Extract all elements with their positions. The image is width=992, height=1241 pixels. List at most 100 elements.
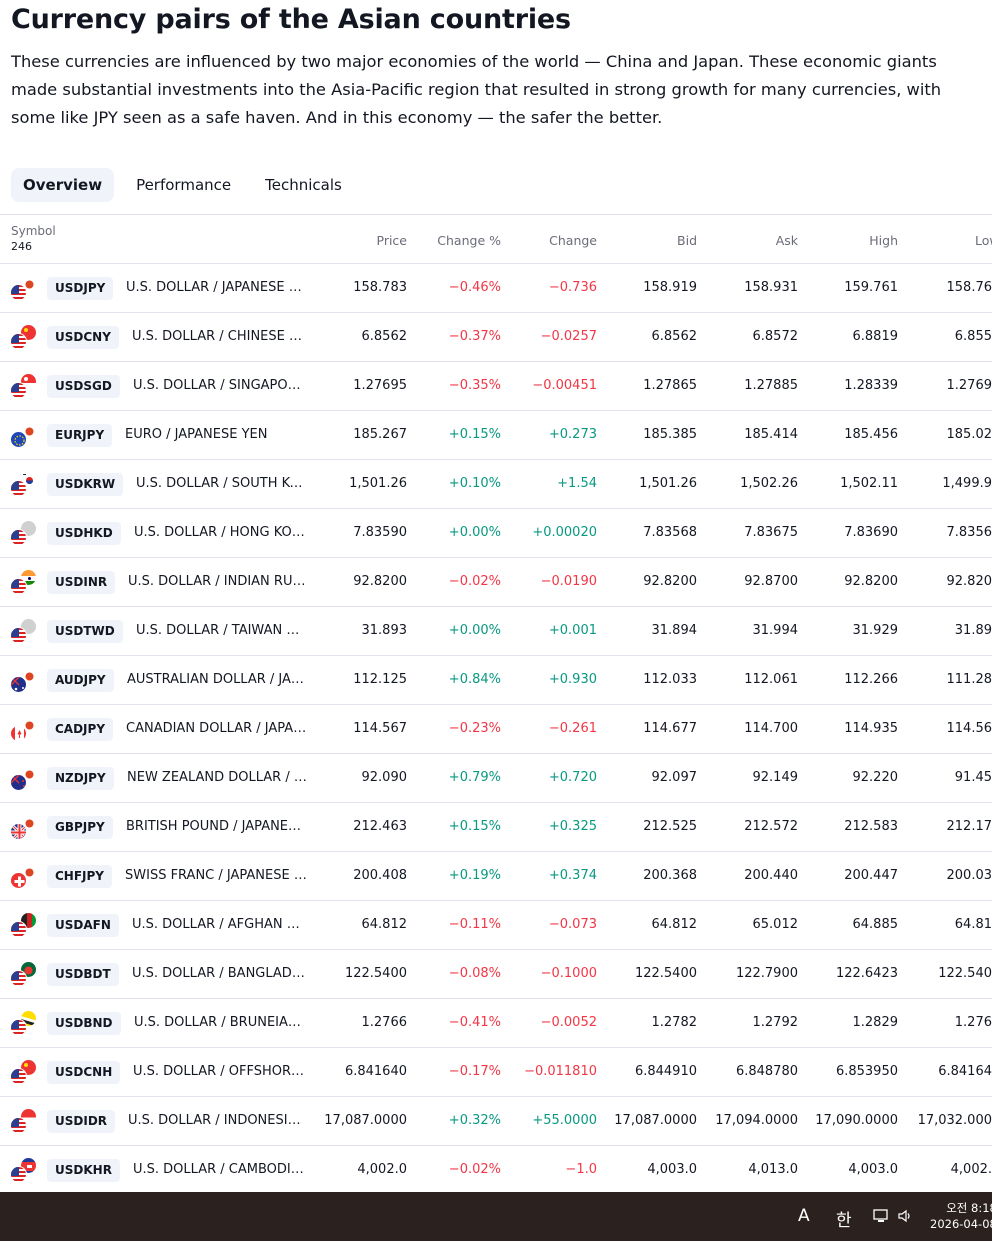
currency-pair-flag-icon bbox=[10, 569, 37, 595]
ticker-badge[interactable]: GBPJPY bbox=[47, 816, 113, 839]
change-pct-column-header[interactable]: Change % bbox=[437, 233, 501, 248]
pair-description[interactable]: U.S. DOLLAR / AFGHAN AFG... bbox=[132, 917, 307, 932]
tab-technicals[interactable]: Technicals bbox=[265, 176, 342, 194]
ticker-badge[interactable]: CADJPY bbox=[47, 718, 114, 741]
change-cell: −0.073 bbox=[548, 917, 597, 932]
symbol-count: 246 bbox=[11, 240, 32, 253]
price-cell: 92.8200 bbox=[353, 574, 407, 589]
ticker-badge[interactable]: USDCNY bbox=[47, 326, 119, 349]
change-cell: −1.0 bbox=[565, 1162, 597, 1177]
pair-description[interactable]: SWISS FRANC / JAPANESE YEN bbox=[125, 868, 307, 883]
pair-description[interactable]: AUSTRALIAN DOLLAR / JAPA... bbox=[127, 672, 307, 687]
low-column-header[interactable]: Low bbox=[975, 233, 992, 248]
table-row[interactable]: USDBDT U.S. DOLLAR / BANGLADESH... 122.540… bbox=[0, 950, 992, 999]
ticker-badge[interactable]: USDSGD bbox=[47, 375, 120, 398]
pair-description[interactable]: EURO / JAPANESE YEN bbox=[125, 427, 268, 442]
table-row[interactable]: EURJPY EURO / JAPANESE YEN 185.267 +0.15% +0… bbox=[0, 411, 992, 460]
pair-description[interactable]: BRITISH POUND / JAPANESE ... bbox=[126, 819, 307, 834]
ticker-badge[interactable]: USDBDT bbox=[47, 963, 119, 986]
pair-description[interactable]: CANADIAN DOLLAR / JAPANE... bbox=[126, 721, 307, 736]
hangul-mode-indicator[interactable]: 한 bbox=[836, 1211, 852, 1231]
change-column-header[interactable]: Change bbox=[549, 233, 597, 248]
pair-description[interactable]: U.S. DOLLAR / SOUTH KORE... bbox=[136, 476, 307, 491]
ticker-badge[interactable]: USDCNH bbox=[47, 1061, 121, 1084]
ticker-badge[interactable]: USDJPY bbox=[47, 277, 114, 300]
symbol-column-header[interactable]: Symbol 246 bbox=[11, 224, 56, 254]
ticker-badge[interactable]: USDBND bbox=[47, 1012, 121, 1035]
table-row[interactable]: USDKHR U.S. DOLLAR / CAMBODIAN ... 4,002.0… bbox=[0, 1146, 992, 1194]
ask-cell: 6.8572 bbox=[752, 329, 799, 344]
pair-description[interactable]: U.S. DOLLAR / JAPANESE YEN bbox=[126, 280, 307, 295]
currency-pair-flag-icon bbox=[10, 1108, 37, 1134]
high-column-header[interactable]: High bbox=[869, 233, 898, 248]
pair-description[interactable]: U.S. DOLLAR / TAIWAN NEW... bbox=[136, 623, 307, 638]
tab-overview[interactable]: Overview bbox=[11, 168, 115, 202]
table-row[interactable]: NZDJPY NEW ZEALAND DOLLAR / JA... 92.090 +0… bbox=[0, 754, 992, 803]
ticker-badge[interactable]: CHFJPY bbox=[47, 865, 112, 888]
table-row[interactable]: USDKRW U.S. DOLLAR / SOUTH KORE... 1,501.2… bbox=[0, 460, 992, 509]
pair-description[interactable]: U.S. DOLLAR / INDIAN RUPEE bbox=[128, 574, 307, 589]
base-currency-flag-icon bbox=[10, 382, 27, 399]
base-currency-flag-icon bbox=[10, 284, 27, 301]
pair-description[interactable]: U.S. DOLLAR / SINGAPORE D... bbox=[133, 378, 307, 393]
table-row[interactable]: USDIDR U.S. DOLLAR / INDONESIAN ... 17,087… bbox=[0, 1097, 992, 1146]
change-pct-cell: −0.08% bbox=[448, 966, 501, 981]
table-row[interactable]: USDSGD U.S. DOLLAR / SINGAPORE D... 1.2769… bbox=[0, 362, 992, 411]
table-row[interactable]: USDJPY U.S. DOLLAR / JAPANESE YEN 158.783 −… bbox=[0, 264, 992, 313]
base-currency-flag-icon bbox=[10, 872, 27, 889]
high-cell: 7.83690 bbox=[844, 525, 898, 540]
change-cell: −0.261 bbox=[548, 721, 597, 736]
table-row[interactable]: GBPJPY BRITISH POUND / JAPANESE ... 212.46… bbox=[0, 803, 992, 852]
tab-performance[interactable]: Performance bbox=[136, 176, 232, 194]
base-currency-flag-icon bbox=[10, 774, 27, 791]
pair-description[interactable]: NEW ZEALAND DOLLAR / JA... bbox=[127, 770, 307, 785]
ticker-badge[interactable]: USDHKD bbox=[47, 522, 121, 545]
network-icon[interactable] bbox=[873, 1208, 889, 1229]
bid-cell: 200.368 bbox=[643, 868, 697, 883]
pair-description[interactable]: U.S. DOLLAR / INDONESIAN ... bbox=[128, 1113, 307, 1128]
price-column-header[interactable]: Price bbox=[376, 233, 408, 248]
table-row[interactable]: USDINR U.S. DOLLAR / INDIAN RUPEE 92.8200 −… bbox=[0, 558, 992, 607]
table-row[interactable]: USDHKD U.S. DOLLAR / HONG KONG ... 7.83590… bbox=[0, 509, 992, 558]
ask-cell: 17,094.0000 bbox=[715, 1113, 798, 1128]
table-row[interactable]: CHFJPY SWISS FRANC / JAPANESE YEN 200.408 +… bbox=[0, 852, 992, 901]
pair-description[interactable]: U.S. DOLLAR / CHINESE YUAN bbox=[132, 329, 307, 344]
ticker-badge[interactable]: USDIDR bbox=[47, 1110, 116, 1133]
ticker-badge[interactable]: USDKHR bbox=[47, 1159, 120, 1182]
pair-description[interactable]: U.S. DOLLAR / BRUNEIAN D... bbox=[134, 1015, 307, 1030]
table-row[interactable]: AUDJPY AUSTRALIAN DOLLAR / JAPA... 112.125… bbox=[0, 656, 992, 705]
system-clock[interactable]: 오전 8:18 2026-04-08 bbox=[930, 1200, 992, 1232]
ime-mode-indicator[interactable]: A bbox=[798, 1206, 810, 1226]
ticker-badge[interactable]: EURJPY bbox=[47, 424, 113, 447]
ticker-badge[interactable]: AUDJPY bbox=[47, 669, 114, 692]
pair-description[interactable]: U.S. DOLLAR / OFFSHORE C... bbox=[133, 1064, 307, 1079]
table-row[interactable]: CADJPY CANADIAN DOLLAR / JAPANE... 114.567… bbox=[0, 705, 992, 754]
pair-description[interactable]: U.S. DOLLAR / CAMBODIAN ... bbox=[133, 1162, 307, 1177]
ticker-badge[interactable]: USDKRW bbox=[47, 473, 124, 496]
change-pct-cell: +0.84% bbox=[448, 672, 501, 687]
pair-description[interactable]: U.S. DOLLAR / HONG KONG ... bbox=[134, 525, 307, 540]
low-cell: 1.2769 bbox=[946, 378, 992, 393]
table-row[interactable]: USDAFN U.S. DOLLAR / AFGHAN AFG... 64.812 −… bbox=[0, 901, 992, 950]
change-pct-cell: −0.41% bbox=[448, 1015, 501, 1030]
price-cell: 158.783 bbox=[353, 280, 407, 295]
table-row[interactable]: USDBND U.S. DOLLAR / BRUNEIAN D... 1.2766 −… bbox=[0, 999, 992, 1048]
high-cell: 64.885 bbox=[852, 917, 899, 932]
bid-column-header[interactable]: Bid bbox=[677, 233, 697, 248]
volume-icon[interactable] bbox=[897, 1208, 913, 1229]
currency-pair-flag-icon bbox=[10, 324, 37, 350]
table-row[interactable]: USDCNH U.S. DOLLAR / OFFSHORE C... 6.84164… bbox=[0, 1048, 992, 1097]
table-row[interactable]: USDTWD U.S. DOLLAR / TAIWAN NEW... 31.893 +… bbox=[0, 607, 992, 656]
symbol-header-label: Symbol bbox=[11, 224, 56, 238]
ticker-badge[interactable]: USDTWD bbox=[47, 620, 123, 643]
table-row[interactable]: USDCNY U.S. DOLLAR / CHINESE YUAN 6.8562 −0… bbox=[0, 313, 992, 362]
ask-cell: 65.012 bbox=[752, 917, 799, 932]
ticker-badge[interactable]: USDAFN bbox=[47, 914, 119, 937]
pair-description[interactable]: U.S. DOLLAR / BANGLADESH... bbox=[132, 966, 307, 981]
low-cell: 64.81 bbox=[954, 917, 992, 932]
bid-cell: 92.8200 bbox=[643, 574, 697, 589]
ticker-badge[interactable]: USDINR bbox=[47, 571, 116, 594]
ask-column-header[interactable]: Ask bbox=[775, 233, 798, 248]
ticker-badge[interactable]: NZDJPY bbox=[47, 767, 114, 790]
low-cell: 6.84164 bbox=[938, 1064, 992, 1079]
